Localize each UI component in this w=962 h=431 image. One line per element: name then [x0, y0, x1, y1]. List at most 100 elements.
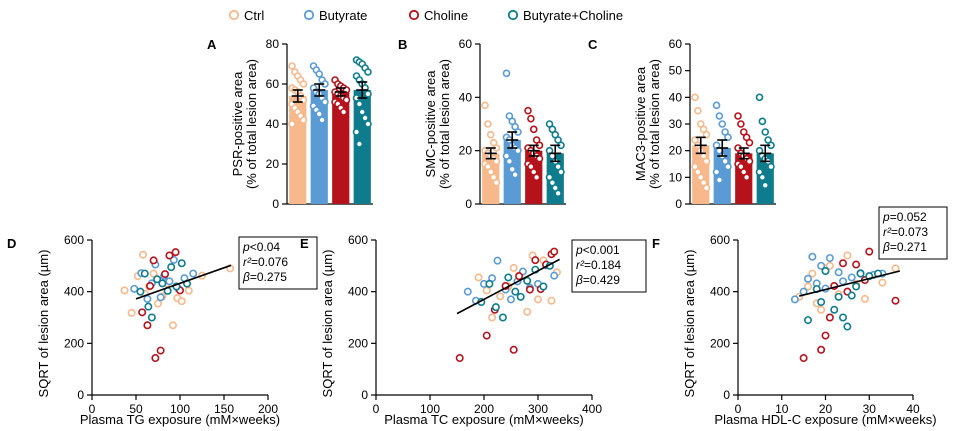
legend-label-0: Ctrl [244, 8, 264, 23]
data-point [342, 96, 351, 104]
y-axis-title-2: (% of total lesion area) [244, 59, 259, 189]
data-point [315, 110, 324, 118]
data-point [138, 308, 147, 317]
y-tick-label: 0 [361, 388, 368, 402]
data-point [484, 120, 492, 128]
data-point [691, 93, 699, 102]
bar-3 [353, 90, 371, 204]
data-point [156, 293, 165, 302]
panel-B: B 0 20 40 60 SMC-positive area (% of total les… [398, 37, 566, 211]
stats-box [238, 236, 318, 290]
data-point [843, 322, 852, 331]
data-point [140, 269, 149, 278]
data-point [550, 247, 559, 256]
stats-line-r2: r²=0.184 [576, 258, 621, 272]
y-tick-label: 400 [710, 285, 730, 299]
y-tick-label: 40 [266, 117, 280, 131]
panel-C: C 0 10 20 30 40 50 60 MAC3-positive area (% of to… [588, 37, 776, 211]
data-point [724, 133, 732, 142]
regression-line [135, 264, 232, 300]
data-point [847, 273, 856, 282]
x-tick-label: 200 [474, 402, 494, 416]
data-point [149, 256, 158, 265]
data-point [554, 189, 562, 198]
y-tick-label: 200 [348, 336, 368, 350]
data-point [694, 106, 702, 115]
stats-value: =0.271 [890, 240, 927, 254]
data-point [364, 120, 372, 128]
data-point [712, 101, 721, 110]
y-tick-label: 60 [459, 37, 473, 51]
data-point [550, 271, 559, 280]
data-point [742, 173, 751, 182]
y-tick-label: 600 [348, 233, 368, 247]
data-point [120, 286, 129, 295]
data-point [758, 173, 767, 182]
data-point [482, 286, 491, 295]
y-axis-title: SMC-positive area [423, 70, 438, 178]
data-point [718, 120, 727, 128]
data-point [509, 263, 518, 272]
data-point [825, 254, 834, 263]
data-point [167, 263, 176, 272]
data-point [523, 276, 532, 285]
data-point [153, 275, 162, 284]
data-point [830, 305, 839, 314]
x-tick-label: 40 [906, 402, 920, 416]
data-point [817, 345, 826, 354]
data-point [161, 270, 170, 279]
stats-value: =0.076 [251, 255, 288, 269]
data-point [511, 170, 519, 179]
data-point [715, 112, 724, 120]
data-point [482, 331, 491, 340]
stats-symbol: p [242, 240, 250, 254]
y-tick-label: 20 [459, 144, 473, 158]
y-tick-label: 200 [710, 336, 730, 350]
data-point [358, 108, 367, 116]
stats-value: =0.073 [891, 225, 928, 239]
data-point [515, 272, 524, 281]
stats-line-beta: β=0.429 [575, 273, 620, 287]
x-tick-label: 300 [528, 402, 548, 416]
x-tick-label: 50 [129, 402, 143, 416]
data-point [838, 313, 847, 322]
stats-value: =0.052 [890, 210, 927, 224]
data-point [488, 313, 497, 322]
data-point [799, 354, 808, 363]
data-point [539, 282, 548, 291]
stats-symbol: β [575, 273, 583, 287]
x-tick-label: 30 [863, 402, 877, 416]
data-point [165, 251, 174, 260]
x-tick-label: 0 [373, 402, 380, 416]
x-tick-label: 100 [170, 402, 190, 416]
stats-value: <0.001 [583, 243, 620, 257]
data-point [171, 248, 180, 257]
y-tick-label: 200 [64, 336, 84, 350]
data-point [355, 140, 364, 148]
data-point [843, 251, 852, 260]
data-point [165, 277, 174, 286]
data-point [761, 128, 770, 136]
stats-symbol: β [242, 270, 250, 284]
stats-symbol: β [882, 240, 890, 254]
data-point [168, 321, 177, 330]
data-point [803, 274, 812, 283]
data-point [856, 269, 865, 278]
data-point [712, 168, 721, 176]
data-point [498, 313, 507, 322]
stats-symbol: p [575, 243, 583, 257]
data-point [143, 294, 152, 303]
data-point [364, 90, 372, 98]
data-point [144, 302, 153, 311]
data-point [318, 116, 326, 124]
y-axis-title: PSR-positive area [230, 71, 245, 177]
panel-letter: F [652, 236, 660, 251]
data-point [523, 307, 532, 316]
data-point [808, 252, 817, 261]
stats-line-r2: r²=0.073 [883, 225, 928, 239]
data-point [189, 269, 198, 278]
data-point [299, 116, 308, 124]
